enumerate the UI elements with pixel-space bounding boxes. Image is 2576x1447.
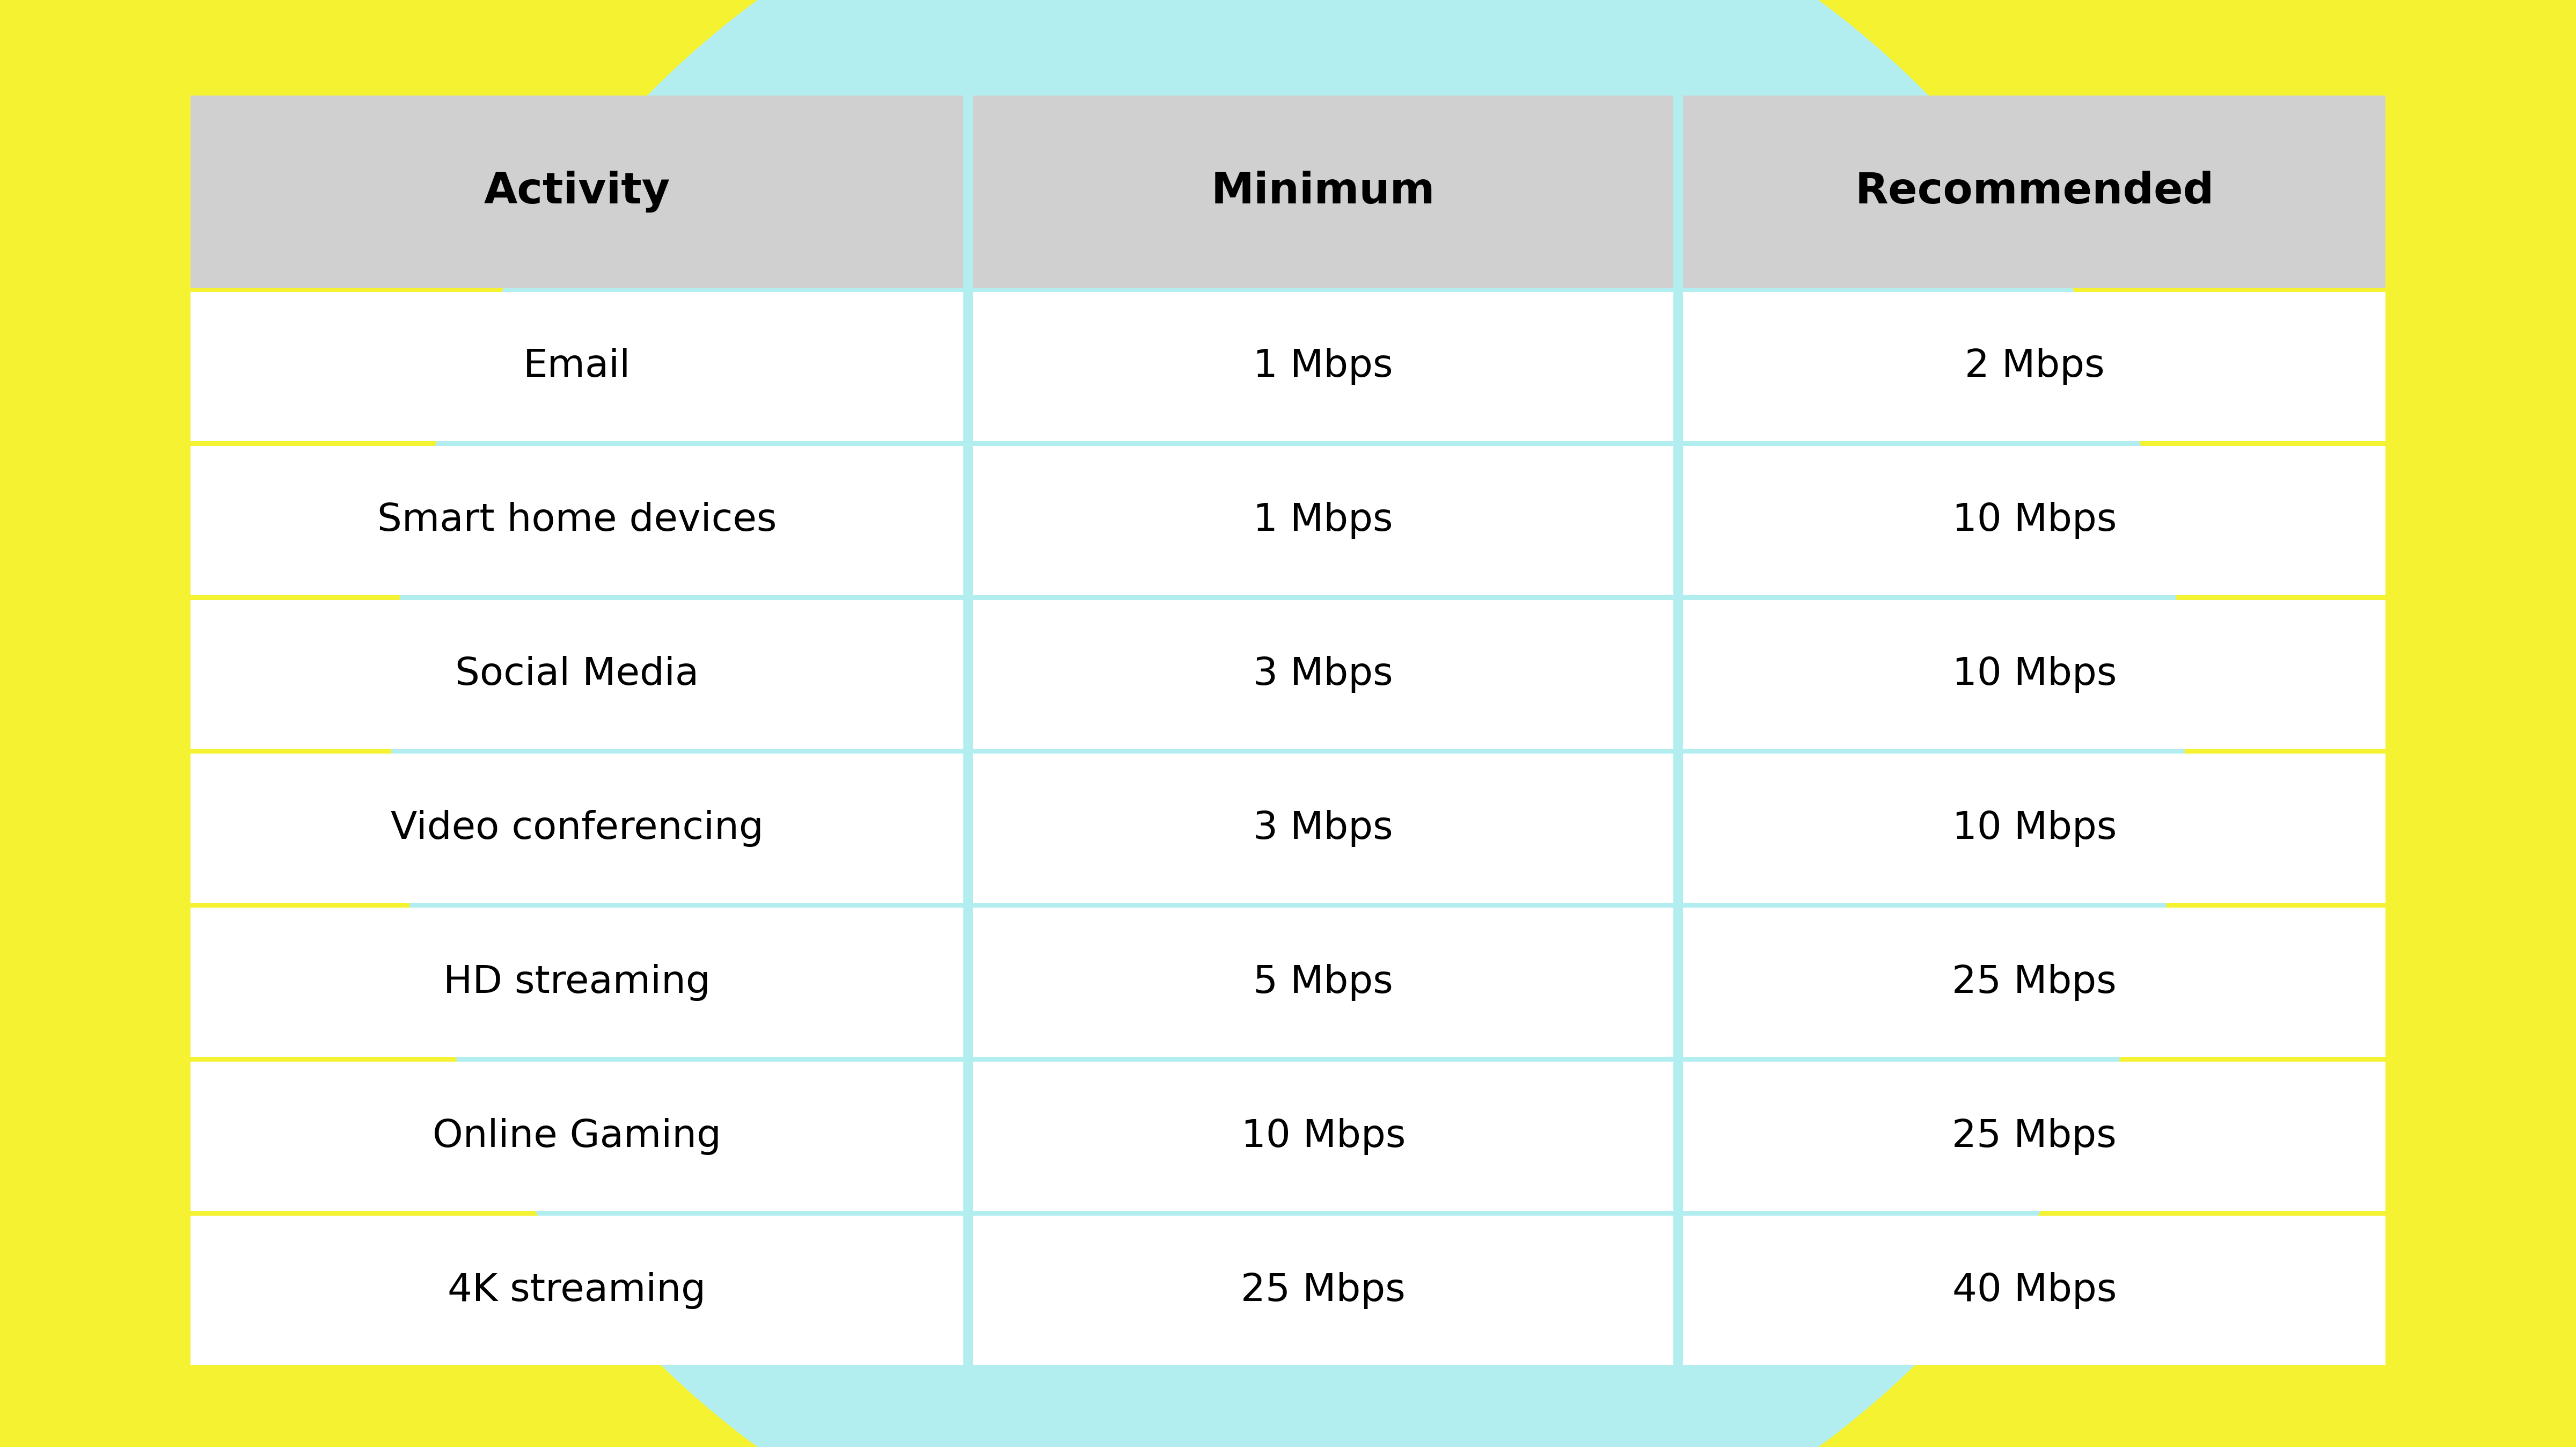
- FancyBboxPatch shape: [191, 446, 963, 595]
- FancyBboxPatch shape: [974, 446, 1674, 595]
- Text: Smart home devices: Smart home devices: [376, 502, 775, 538]
- FancyBboxPatch shape: [191, 96, 963, 288]
- Text: 40 Mbps: 40 Mbps: [1953, 1272, 2117, 1310]
- Text: 25 Mbps: 25 Mbps: [1953, 964, 2117, 1001]
- FancyBboxPatch shape: [191, 1215, 963, 1365]
- FancyBboxPatch shape: [974, 907, 1674, 1056]
- Text: 1 Mbps: 1 Mbps: [1255, 347, 1394, 385]
- FancyBboxPatch shape: [974, 754, 1674, 903]
- FancyBboxPatch shape: [191, 1062, 963, 1211]
- Text: 5 Mbps: 5 Mbps: [1255, 964, 1394, 1001]
- Text: 1 Mbps: 1 Mbps: [1255, 502, 1394, 538]
- Text: Social Media: Social Media: [456, 655, 698, 693]
- FancyBboxPatch shape: [191, 292, 963, 441]
- Text: 3 Mbps: 3 Mbps: [1255, 655, 1394, 693]
- FancyBboxPatch shape: [191, 601, 963, 750]
- FancyBboxPatch shape: [1682, 754, 2385, 903]
- Text: 25 Mbps: 25 Mbps: [1953, 1119, 2117, 1155]
- FancyBboxPatch shape: [974, 1062, 1674, 1211]
- FancyBboxPatch shape: [1682, 1062, 2385, 1211]
- FancyBboxPatch shape: [1682, 292, 2385, 441]
- FancyBboxPatch shape: [974, 1215, 1674, 1365]
- Text: Recommended: Recommended: [1855, 171, 2213, 213]
- FancyBboxPatch shape: [1682, 446, 2385, 595]
- Text: 10 Mbps: 10 Mbps: [1953, 502, 2117, 538]
- FancyBboxPatch shape: [1682, 1215, 2385, 1365]
- Text: 2 Mbps: 2 Mbps: [1965, 347, 2105, 385]
- Text: 10 Mbps: 10 Mbps: [1953, 655, 2117, 693]
- FancyBboxPatch shape: [1682, 96, 2385, 288]
- FancyBboxPatch shape: [191, 907, 963, 1056]
- Text: Email: Email: [523, 347, 631, 385]
- Text: HD streaming: HD streaming: [443, 964, 711, 1001]
- Text: Minimum: Minimum: [1211, 171, 1435, 213]
- FancyBboxPatch shape: [1682, 907, 2385, 1056]
- Circle shape: [392, 0, 2184, 1447]
- FancyBboxPatch shape: [1682, 601, 2385, 750]
- FancyBboxPatch shape: [974, 292, 1674, 441]
- Text: Activity: Activity: [484, 171, 670, 213]
- Text: Online Gaming: Online Gaming: [433, 1119, 721, 1155]
- Text: Video conferencing: Video conferencing: [392, 810, 762, 846]
- Text: 3 Mbps: 3 Mbps: [1255, 810, 1394, 846]
- FancyBboxPatch shape: [974, 96, 1674, 288]
- Text: 10 Mbps: 10 Mbps: [1242, 1119, 1406, 1155]
- Text: 4K streaming: 4K streaming: [448, 1272, 706, 1310]
- Text: 10 Mbps: 10 Mbps: [1953, 810, 2117, 846]
- Text: 25 Mbps: 25 Mbps: [1242, 1272, 1406, 1310]
- FancyBboxPatch shape: [191, 754, 963, 903]
- FancyBboxPatch shape: [974, 601, 1674, 750]
